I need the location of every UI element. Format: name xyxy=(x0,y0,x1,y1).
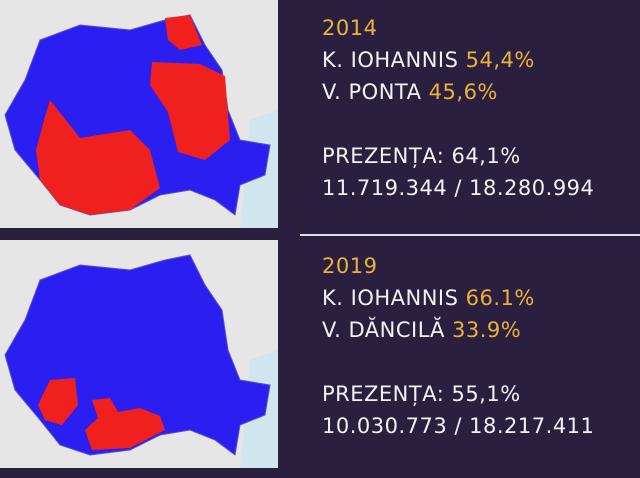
map-2014 xyxy=(0,0,278,228)
candidate: V. PONTA 45,6% xyxy=(322,76,594,108)
candidate-name: V. PONTA xyxy=(322,80,422,104)
year: 2019 xyxy=(322,254,378,278)
separator xyxy=(300,234,640,236)
percent: 66.1% xyxy=(465,286,535,310)
votes: 11.719.344 / 18.280.994 xyxy=(322,176,595,200)
candidate: K. IOHANNIS 54,4% xyxy=(322,44,594,76)
candidate-name: K. IOHANNIS xyxy=(322,286,459,310)
percent: 54,4% xyxy=(465,48,535,72)
info-2014: 2014 K. IOHANNIS 54,4% V. PONTA 45,6% PR… xyxy=(322,12,594,204)
map-2019 xyxy=(0,240,278,468)
percent: 33.9% xyxy=(452,318,522,342)
candidate-name: K. IOHANNIS xyxy=(322,48,459,72)
candidate-name: V. DĂNCILĂ xyxy=(322,318,445,342)
turnout: PREZENȚA: 55,1% xyxy=(322,382,521,406)
turnout: PREZENȚA: 64,1% xyxy=(322,144,521,168)
candidate: V. DĂNCILĂ 33.9% xyxy=(322,314,594,346)
candidate: K. IOHANNIS 66.1% xyxy=(322,282,594,314)
percent: 45,6% xyxy=(428,80,498,104)
votes: 10.030.773 / 18.217.411 xyxy=(322,414,595,438)
info-2019: 2019 K. IOHANNIS 66.1% V. DĂNCILĂ 33.9% … xyxy=(322,250,594,442)
year: 2014 xyxy=(322,16,378,40)
